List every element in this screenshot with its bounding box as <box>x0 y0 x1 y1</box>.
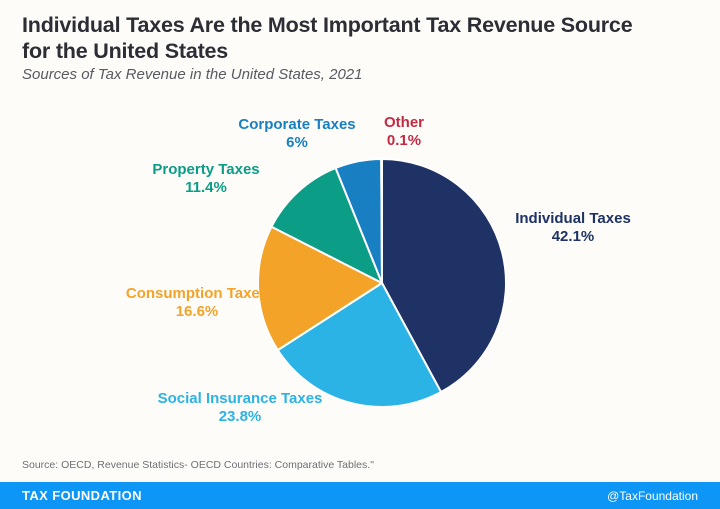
label-individual-taxes-value: 42.1% <box>551 227 595 245</box>
footer-brand: TAX FOUNDATION <box>22 488 142 503</box>
label-corporate-taxes-value: 6% <box>286 133 308 151</box>
label-property-taxes-name: Property Taxes <box>152 161 260 178</box>
pie-slice-individual-taxes <box>381 158 507 394</box>
label-individual-taxes: Individual Taxes 42.1% <box>515 210 631 245</box>
label-consumption-taxes: Consumption Taxes 16.6% <box>126 285 268 320</box>
label-other: Other 0.1% <box>384 114 424 149</box>
label-corporate-taxes-name: Corporate Taxes <box>238 116 356 133</box>
label-property-taxes-value: 11.4% <box>185 178 227 196</box>
pie-slice-other <box>380 157 383 284</box>
pie-slice-consumption-taxes <box>257 225 383 352</box>
pie-slice-social-insurance-taxes <box>276 282 443 408</box>
label-property-taxes: Property Taxes 11.4% <box>152 161 259 196</box>
pie-slice-property-taxes <box>270 167 383 284</box>
label-other-name: Other <box>383 114 425 131</box>
footer-bar: TAX FOUNDATION @TaxFoundation <box>0 482 720 509</box>
footer-twitter-handle: @TaxFoundation <box>607 488 698 503</box>
page-title: Individual Taxes Are the Most Important … <box>22 13 633 63</box>
source-note: Source: OECD, Revenue Statistics- OECD C… <box>22 459 374 471</box>
label-social-insurance-taxes: Social Insurance Taxes 23.8% <box>158 390 323 425</box>
label-individual-taxes-name: Individual Taxes <box>515 210 631 227</box>
label-consumption-taxes-name: Consumption Taxes <box>125 285 269 302</box>
label-social-insurance-taxes-value: 23.8% <box>218 407 262 425</box>
page-subtitle: Sources of Tax Revenue in the United Sta… <box>22 66 363 83</box>
label-corporate-taxes: Corporate Taxes 6% <box>238 116 355 151</box>
label-consumption-taxes-value: 16.6% <box>175 302 219 320</box>
label-other-value: 0.1% <box>386 131 422 149</box>
label-social-insurance-taxes-name: Social Insurance Taxes <box>157 390 323 407</box>
